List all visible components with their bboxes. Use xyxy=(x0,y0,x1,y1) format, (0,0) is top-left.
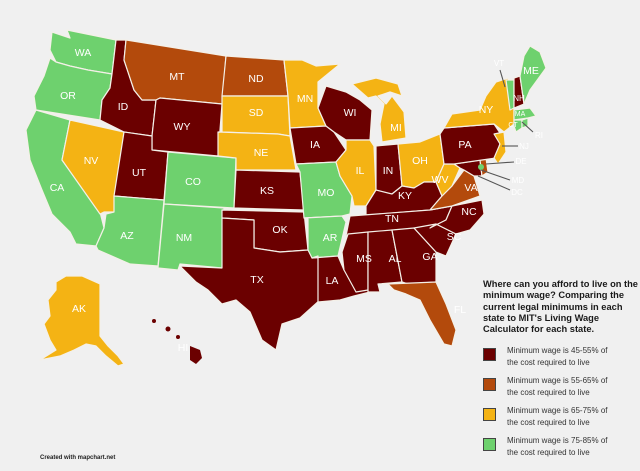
svg-text:NY: NY xyxy=(479,104,494,116)
credit-text: Created with mapchart.net xyxy=(40,455,116,461)
map-legend: Where can you afford to live on the mini… xyxy=(483,279,639,465)
state-SC[interactable] xyxy=(413,223,457,257)
svg-text:NE: NE xyxy=(254,147,269,159)
state-HI[interactable] xyxy=(152,319,202,364)
svg-text:PA: PA xyxy=(458,139,471,151)
svg-text:MI: MI xyxy=(390,122,402,134)
svg-text:WV: WV xyxy=(432,174,449,186)
svg-text:TN: TN xyxy=(385,213,399,225)
legend-item-65-75: Minimum wage is 65-75% of the cost requi… xyxy=(483,405,639,429)
svg-text:KS: KS xyxy=(260,185,274,197)
state-MN[interactable] xyxy=(283,59,341,129)
svg-text:SC: SC xyxy=(447,231,462,243)
svg-text:KY: KY xyxy=(398,190,412,202)
svg-text:WA: WA xyxy=(75,47,92,59)
svg-text:AZ: AZ xyxy=(120,230,134,242)
legend-swatch xyxy=(483,438,496,452)
svg-text:NV: NV xyxy=(84,155,99,167)
svg-text:FL: FL xyxy=(454,304,466,316)
state-NE[interactable] xyxy=(217,131,297,171)
legend-item-45-55: Minimum wage is 45-55% of the cost requi… xyxy=(483,345,639,369)
svg-text:NJ: NJ xyxy=(519,142,529,151)
svg-text:WY: WY xyxy=(174,121,191,133)
state-TX[interactable] xyxy=(179,217,321,351)
svg-text:TX: TX xyxy=(250,274,263,286)
state-NM[interactable] xyxy=(157,203,225,271)
svg-text:CT: CT xyxy=(508,122,518,129)
svg-text:OK: OK xyxy=(272,224,287,236)
svg-text:ID: ID xyxy=(118,101,129,113)
svg-text:UT: UT xyxy=(132,167,147,179)
svg-text:NH: NH xyxy=(513,94,525,103)
svg-text:GA: GA xyxy=(422,251,437,263)
svg-text:ND: ND xyxy=(248,73,264,85)
svg-text:HI: HI xyxy=(178,342,189,354)
svg-text:AR: AR xyxy=(323,232,338,244)
svg-text:AK: AK xyxy=(72,303,86,315)
svg-text:OH: OH xyxy=(412,155,428,167)
svg-text:MN: MN xyxy=(297,93,313,105)
svg-text:RI: RI xyxy=(535,131,543,140)
legend-item-75-85: Minimum wage is 75-85% of the cost requi… xyxy=(483,435,639,459)
svg-text:LA: LA xyxy=(326,275,339,287)
state-MI[interactable] xyxy=(351,77,407,143)
state-AK[interactable] xyxy=(39,275,125,367)
state-IL[interactable] xyxy=(335,139,377,207)
legend-title: Where can you afford to live on the mini… xyxy=(483,279,638,335)
svg-text:SD: SD xyxy=(249,107,264,119)
state-labels: WA OR CA NV ID MT WY UT AZ CO NM ND SD N… xyxy=(50,47,539,354)
state-DC[interactable] xyxy=(478,164,484,170)
svg-text:IA: IA xyxy=(310,139,320,151)
state-ME[interactable] xyxy=(519,45,547,105)
legend-swatch xyxy=(483,378,496,392)
svg-text:VA: VA xyxy=(464,182,477,194)
svg-text:IN: IN xyxy=(383,165,394,177)
legend-swatch xyxy=(483,408,496,422)
svg-text:VT: VT xyxy=(494,59,504,68)
svg-text:MA: MA xyxy=(515,111,526,118)
svg-text:MT: MT xyxy=(169,71,185,83)
state-MA[interactable] xyxy=(513,107,537,121)
state-CT[interactable] xyxy=(513,119,523,133)
state-NY[interactable] xyxy=(443,77,515,133)
legend-swatch xyxy=(483,348,496,362)
svg-text:IL: IL xyxy=(356,165,365,177)
legend-label: Minimum wage is 45-55% of the cost requi… xyxy=(507,346,608,368)
svg-text:NC: NC xyxy=(461,206,477,218)
svg-text:CA: CA xyxy=(50,182,65,194)
state-NC[interactable] xyxy=(429,199,485,235)
svg-text:ME: ME xyxy=(523,65,539,77)
svg-text:MS: MS xyxy=(356,253,372,265)
leader-lines: VT RI NJ DE MD DC xyxy=(477,59,543,197)
svg-text:CO: CO xyxy=(185,176,201,188)
svg-text:DE: DE xyxy=(515,157,526,166)
svg-text:MD: MD xyxy=(512,176,525,185)
svg-text:MO: MO xyxy=(318,187,335,199)
svg-text:NM: NM xyxy=(176,232,192,244)
svg-text:DC: DC xyxy=(511,188,523,197)
legend-item-55-65: Minimum wage is 55-65% of the cost requi… xyxy=(483,375,639,399)
svg-text:AL: AL xyxy=(389,253,402,265)
legend-label: Minimum wage is 65-75% of the cost requi… xyxy=(507,406,608,428)
legend-label: Minimum wage is 75-85% of the cost requi… xyxy=(507,436,608,458)
state-FL[interactable] xyxy=(387,281,457,347)
svg-text:OR: OR xyxy=(60,90,76,102)
svg-text:WI: WI xyxy=(344,107,357,119)
legend-label: Minimum wage is 55-65% of the cost requi… xyxy=(507,376,608,398)
